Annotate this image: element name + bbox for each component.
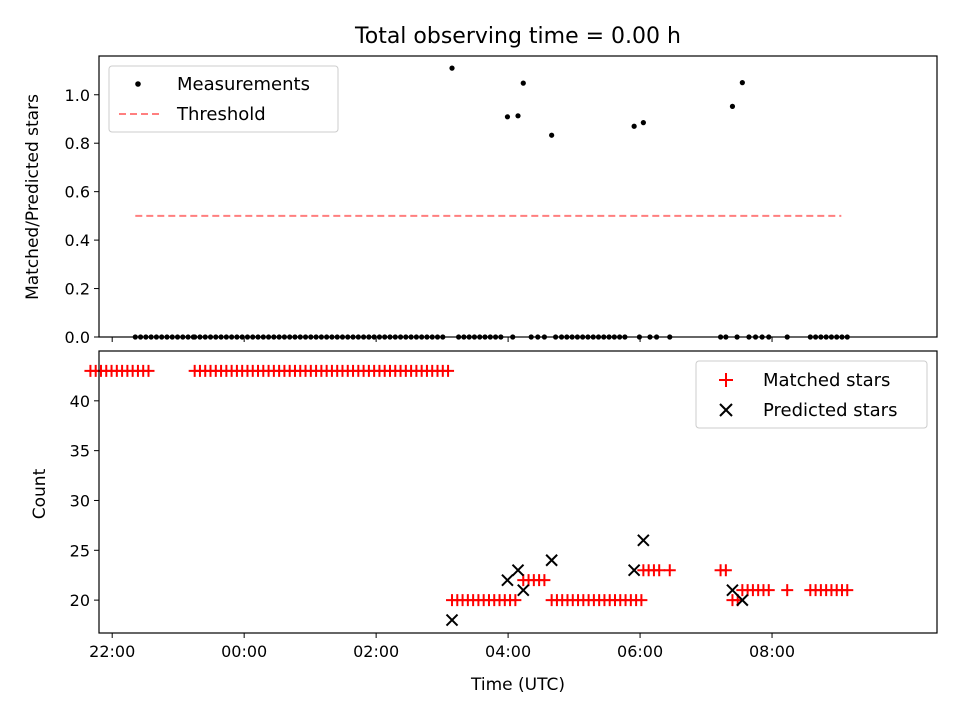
measurement-point bbox=[729, 103, 736, 109]
x-tick-label: 04:00 bbox=[485, 642, 531, 661]
matched-star-point bbox=[653, 564, 666, 577]
measurement-point bbox=[631, 123, 637, 129]
legend-threshold-label: Threshold bbox=[176, 104, 266, 125]
x-axis-label: Time (UTC) bbox=[470, 675, 565, 695]
legend-matched-label: Matched stars bbox=[763, 370, 890, 391]
predicted-star-point bbox=[545, 554, 558, 567]
matched-star-point bbox=[719, 564, 732, 577]
matched-star-point bbox=[762, 584, 775, 597]
top-y-tick-label: 1.0 bbox=[65, 86, 90, 105]
matched-star-point bbox=[509, 594, 522, 607]
x-tick-label: 22:00 bbox=[89, 642, 135, 661]
matched-star-point bbox=[442, 364, 455, 377]
legend-matched-marker bbox=[719, 373, 733, 387]
predicted-star-point bbox=[501, 573, 514, 587]
bottom-axes-frame bbox=[98, 350, 938, 634]
bottom-legend-box bbox=[695, 360, 928, 429]
measurement-point bbox=[515, 113, 521, 119]
bottom-panel: 20 25 30 35 40 22:00 00:00 02:00 04:00 06:00 08:0… bbox=[30, 350, 938, 695]
legend-predicted-marker bbox=[719, 403, 733, 417]
predicted-star-point bbox=[637, 534, 650, 547]
top-y-tick-label: 0.0 bbox=[65, 328, 90, 347]
x-tick-label: 08:00 bbox=[749, 642, 795, 661]
x-tick-label: 02:00 bbox=[353, 642, 399, 661]
top-legend: Measurements Threshold bbox=[108, 65, 339, 133]
predicted-star-point bbox=[517, 583, 530, 597]
measurement-point bbox=[640, 120, 646, 126]
bottom-y-axis-label: Count bbox=[30, 468, 50, 519]
top-y-tick-label: 0.8 bbox=[65, 134, 90, 153]
bottom-y-tick-label: 25 bbox=[70, 541, 90, 560]
bottom-y-tick-label: 35 bbox=[70, 442, 90, 461]
matched-star-point bbox=[142, 364, 155, 377]
bottom-y-tick-label: 30 bbox=[70, 491, 90, 510]
matched-star-point bbox=[635, 594, 648, 607]
predicted-star-point bbox=[511, 564, 525, 577]
chart-title: Total observing time = 0.00 h bbox=[354, 24, 681, 49]
top-y-tick-label: 0.4 bbox=[65, 231, 90, 250]
measurement-point bbox=[520, 80, 526, 86]
predicted-star-point bbox=[445, 613, 459, 627]
x-tick-label: 06:00 bbox=[617, 642, 663, 661]
predicted-star-point bbox=[736, 593, 749, 607]
measurement-point bbox=[504, 114, 511, 120]
legend-measurements-marker bbox=[135, 81, 141, 87]
measurement-point bbox=[549, 132, 555, 138]
matched-star-point bbox=[538, 574, 551, 587]
top-axes-frame bbox=[98, 55, 938, 338]
bottom-y-tick-label: 20 bbox=[70, 591, 90, 610]
top-panel: 0.0 0.2 0.4 0.6 0.8 1.0 Matched/Predicted sta… bbox=[23, 55, 938, 347]
measurement-point bbox=[739, 80, 745, 86]
legend-measurements-label: Measurements bbox=[177, 74, 310, 95]
legend-predicted-label: Predicted stars bbox=[763, 400, 897, 421]
bottom-y-tick-label: 40 bbox=[70, 392, 90, 411]
top-y-axis-label: Matched/Predicted stars bbox=[23, 94, 43, 300]
matched-star-point bbox=[841, 584, 854, 597]
predicted-star-point bbox=[627, 564, 641, 577]
matched-star-point bbox=[663, 564, 676, 577]
predicted-star-point bbox=[726, 583, 739, 597]
measurement-point bbox=[449, 65, 455, 71]
top-y-tick-label: 0.6 bbox=[65, 183, 90, 202]
matched-star-point bbox=[781, 584, 794, 597]
top-legend-box bbox=[108, 65, 339, 133]
top-y-tick-label: 0.2 bbox=[65, 280, 90, 299]
bottom-legend: Matched stars Predicted stars bbox=[695, 360, 928, 429]
x-tick-label: 00:00 bbox=[221, 642, 267, 661]
